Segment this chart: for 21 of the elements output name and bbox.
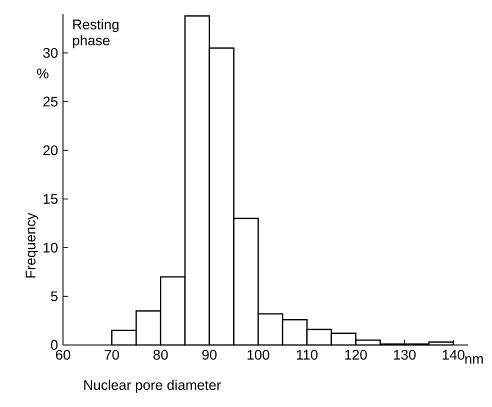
y-tick-label: 10	[44, 242, 58, 253]
x-axis-title: Nuclear pore diameter	[84, 380, 221, 393]
x-tick-label: 130	[394, 350, 416, 360]
y-tick-label: 30	[43, 48, 58, 58]
text: nm	[465, 356, 483, 364]
x-tick-label: 90	[202, 350, 217, 360]
x-tick-label: 120	[345, 350, 367, 360]
x-tick-label: 70	[104, 350, 120, 360]
y-tick-label: 15	[44, 194, 58, 204]
x-tick-label: 60	[56, 350, 70, 360]
x-tick-label: 80	[153, 350, 168, 360]
y-tick-label: 0	[50, 340, 58, 350]
y-axis-title: Frequency	[26, 212, 38, 278]
text: Resting phase	[73, 19, 118, 48]
x-tick-label: 100	[248, 350, 270, 360]
x-tick-label: 140	[442, 350, 464, 360]
text: %	[37, 68, 48, 78]
x-tick-label: 110	[296, 350, 318, 360]
y-tick-label: 5	[50, 291, 58, 302]
y-tick-label: 25	[43, 96, 58, 107]
y-tick-label: 20	[43, 145, 58, 156]
